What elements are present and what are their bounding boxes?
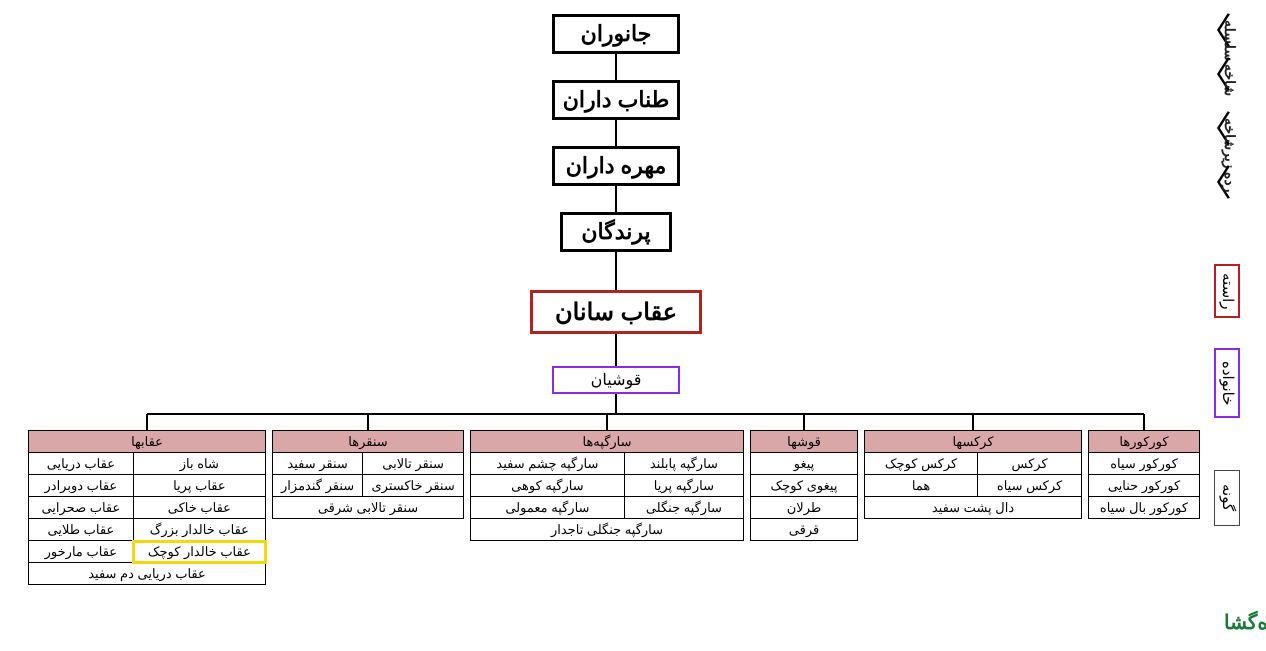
genus-table: قوشهاپیغوپیغوی کوچکطرلانقرقی: [750, 430, 858, 541]
species-cell: سارگپه پریا: [624, 475, 743, 497]
legend-label: زیرشاخه: [1222, 118, 1238, 169]
genus-table: سنقرهاسنقر تالابیسنقر سفیدسنقر خاکستریسن…: [272, 430, 464, 519]
species-cell: سنقر سفید: [273, 453, 363, 475]
legend-label: رده: [1222, 172, 1238, 192]
species-cell: هما: [865, 475, 978, 497]
species-cell: کورکور بال سیاه: [1089, 497, 1200, 519]
legend-label: سلسله: [1222, 20, 1238, 61]
species-cell: کورکور حنایی: [1089, 475, 1200, 497]
legend-order: راسته: [1214, 264, 1240, 318]
species-cell: سنقر گندمزار: [273, 475, 363, 497]
species-cell: شاه باز: [133, 453, 265, 475]
species-cell: عقاب خاکی: [133, 497, 265, 519]
genus-table: سارگپه‌هاسارگپه پابلندسارگپه چشم سفیدسار…: [470, 430, 744, 541]
species-cell: عقاب صحرایی: [29, 497, 134, 519]
species-cell: عقاب خالدار بزرگ: [133, 519, 265, 541]
species-cell: عقاب دوبرادر: [29, 475, 134, 497]
species-cell: سارگپه معمولی: [471, 497, 625, 519]
node-kingdom: جانوران: [552, 14, 680, 54]
genus-header: سنقرها: [273, 431, 464, 453]
species-cell: سارگپه کوهی: [471, 475, 625, 497]
genus-header: قوشها: [751, 431, 858, 453]
species-cell: عقاب خالدار کوچک: [133, 541, 265, 563]
species-cell: پیغوی کوچک: [751, 475, 858, 497]
species-cell: سنقر تالابی: [363, 453, 464, 475]
species-cell: کرکس: [978, 453, 1082, 475]
species-cell: سنقر تالابی شرقی: [273, 497, 464, 519]
species-cell: سارگپه پابلند: [624, 453, 743, 475]
node-subphylum: مهره داران: [552, 146, 680, 186]
genus-header: سارگپه‌ها: [471, 431, 744, 453]
species-cell: کرکس کوچک: [865, 453, 978, 475]
species-cell: سنقر خاکستری: [363, 475, 464, 497]
legend-species: گونه: [1214, 470, 1240, 526]
legend-label: شاخه: [1222, 64, 1238, 96]
genus-table: عقابهاشاه بازعقاب دریاییعقاب پریاعقاب دو…: [28, 430, 266, 585]
species-cell: عقاب طلایی: [29, 519, 134, 541]
species-cell: کورکور سیاه: [1089, 453, 1200, 475]
legend-family: خانواده: [1214, 348, 1240, 418]
node-class: پرندگان: [560, 212, 672, 252]
node-phylum: طناب داران: [552, 80, 680, 120]
species-cell: عقاب دریایی دم سفید: [29, 563, 266, 585]
species-cell: پیغو: [751, 453, 858, 475]
species-cell: سارگپه چشم سفید: [471, 453, 625, 475]
genus-table: کرکسهاکرکسکرکس کوچککرکس سیاههمادال پشت س…: [864, 430, 1082, 519]
species-cell: طرلان: [751, 497, 858, 519]
species-cell: عقاب مارخور: [29, 541, 134, 563]
species-cell: عقاب دریایی: [29, 453, 134, 475]
species-cell: کرکس سیاه: [978, 475, 1082, 497]
genus-header: کورکورها: [1089, 431, 1200, 453]
species-cell: عقاب پریا: [133, 475, 265, 497]
genus-table: کورکورهاکورکور سیاهکورکور حناییکورکور با…: [1088, 430, 1200, 519]
genus-header: کرکسها: [865, 431, 1082, 453]
species-cell: سارگپه جنگلی تاجدار: [471, 519, 744, 541]
genus-header: عقابها: [29, 431, 266, 453]
node-order: عقاب سانان: [530, 290, 702, 334]
node-family: قوشیان: [552, 366, 680, 394]
species-cell: دال پشت سفید: [865, 497, 1082, 519]
taxonomy-diagram: جانوران طناب داران مهره داران پرندگان عق…: [0, 0, 1266, 651]
species-cell: قرقی: [751, 519, 858, 541]
species-cell: سارگپه جنگلی: [624, 497, 743, 519]
site-logo: ره‌گشا: [1224, 610, 1266, 635]
